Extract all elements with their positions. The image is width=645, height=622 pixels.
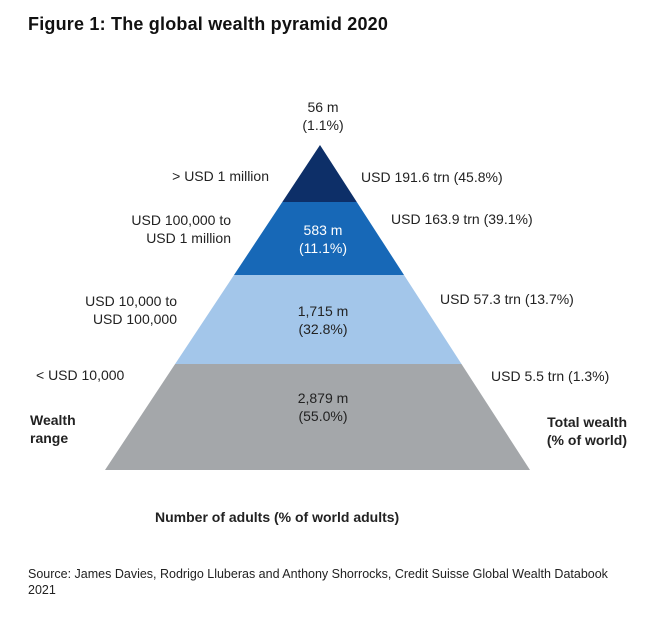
tier-3-range-label: < USD 10,000 (36, 367, 125, 383)
pyramid-tier-base (105, 364, 530, 470)
tier-1-adults-label: 583 m (11.1%) (299, 222, 347, 256)
tier-2-wealth-label: USD 57.3 trn (13.7%) (440, 291, 574, 307)
pyramid-tier-top (282, 145, 357, 202)
tier-0-wealth-label: USD 191.6 trn (45.8%) (361, 169, 503, 185)
right-axis-label: Total wealth (% of world) (546, 414, 627, 448)
tier-2-adults-label: 1,715 m (32.8%) (297, 303, 349, 337)
chart-title: Figure 1: The global wealth pyramid 2020 (28, 14, 389, 34)
tier-1-wealth-label: USD 163.9 trn (39.1%) (391, 211, 533, 227)
source-note: Source: James Davies, Rodrigo Lluberas a… (28, 567, 608, 597)
pyramid-tier-third (175, 275, 462, 364)
tier-3-adults-label: 2,879 m (55.0%) (297, 390, 349, 424)
tier-1-range-label: USD 100,000 to USD 1 million (131, 212, 231, 246)
tier-0-adults-label: 56 m (1.1%) (302, 99, 344, 133)
bottom-axis-label: Number of adults (% of world adults) (155, 509, 400, 525)
left-axis-label: Wealth range (30, 412, 76, 446)
tier-3-wealth-label: USD 5.5 trn (1.3%) (491, 368, 610, 384)
tier-0-range-label: > USD 1 million (172, 168, 269, 184)
tier-2-range-label: USD 10,000 to USD 100,000 (85, 293, 177, 327)
pyramid-tier-second (234, 202, 404, 275)
